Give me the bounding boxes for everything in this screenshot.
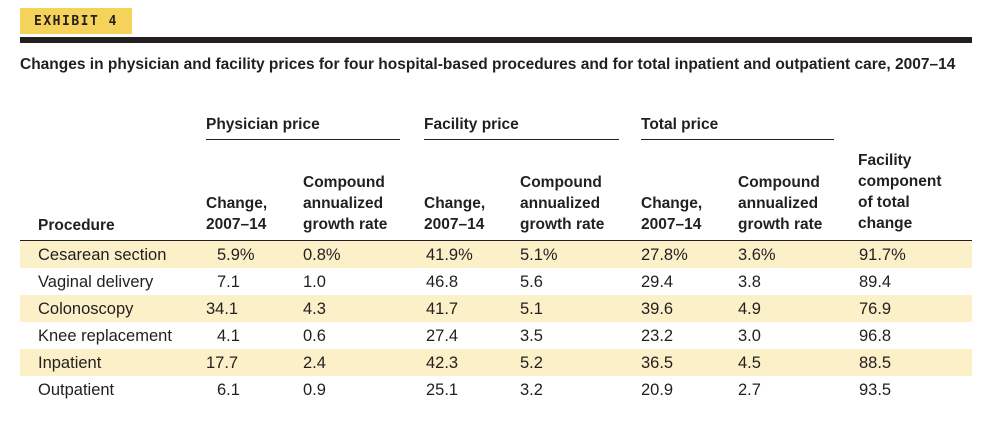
cell-total-cagr: 3.0 [738, 327, 761, 345]
group-header-total: Total price [641, 116, 719, 133]
col-header-facility-cagr: Compound annualized growth rate [520, 172, 604, 235]
cell-physician-cagr: 2.4 [303, 354, 326, 372]
col-header-procedure: Procedure [38, 217, 115, 234]
cell-procedure: Outpatient [38, 381, 115, 399]
cell-total-cagr: 3.6% [738, 246, 776, 264]
cell-total-change: 27.8% [641, 246, 688, 264]
table-row: Outpatient 6.1 0.9 25.1 3.2 20.9 2.7 93.… [20, 376, 972, 403]
col-header-line: component [858, 173, 942, 190]
cell-facility-cagr: 5.2 [520, 354, 543, 372]
col-header-line: 2007–14 [641, 216, 702, 233]
top-rule [20, 37, 972, 43]
col-header-facility-change: Change, 2007–14 [424, 193, 485, 235]
group-rule-total [641, 139, 834, 140]
col-header-line: change [858, 215, 913, 232]
col-header-line: growth rate [303, 216, 388, 233]
cell-facility-cagr: 5.1 [520, 300, 543, 318]
col-header-line: Change, [206, 195, 268, 212]
cell-total-change: 23.2 [641, 327, 674, 345]
col-header-total-change: Change, 2007–14 [641, 193, 702, 235]
cell-facility-component: 89.4 [859, 273, 892, 291]
cell-facility-cagr: 3.5 [520, 327, 543, 345]
cell-total-change: 36.5 [641, 354, 674, 372]
cell-facility-cagr: 5.1% [520, 246, 558, 264]
cell-total-change: 20.9 [641, 381, 674, 399]
cell-facility-component: 93.5 [859, 381, 892, 399]
cell-total-cagr: 4.9 [738, 300, 761, 318]
cell-procedure: Knee replacement [38, 327, 172, 345]
cell-physician-change: 17.7 [206, 354, 239, 372]
col-header-line: of total [858, 194, 910, 211]
cell-total-cagr: 2.7 [738, 381, 761, 399]
col-header-line: Change, [641, 195, 703, 212]
exhibit-badge: EXHIBIT 4 [20, 8, 132, 34]
cell-procedure: Cesarean section [38, 246, 167, 264]
table-row: Knee replacement 4.1 0.6 27.4 3.5 23.2 3… [20, 322, 972, 349]
cell-total-cagr: 4.5 [738, 354, 761, 372]
col-header-line: Compound [303, 174, 385, 191]
col-header-line: Facility [858, 152, 912, 169]
cell-facility-change: 27.4 [426, 327, 459, 345]
cell-physician-cagr: 4.3 [303, 300, 326, 318]
table-row: Colonoscopy 34.1 4.3 41.7 5.1 39.6 4.9 7… [20, 295, 972, 322]
col-header-line: growth rate [738, 216, 823, 233]
cell-total-change: 29.4 [641, 273, 674, 291]
col-header-line: growth rate [520, 216, 605, 233]
cell-physician-cagr: 0.6 [303, 327, 326, 345]
cell-facility-change: 46.8 [426, 273, 459, 291]
cell-facility-cagr: 5.6 [520, 273, 543, 291]
cell-physician-change: 6.1 [217, 381, 240, 399]
cell-facility-change: 41.7 [426, 300, 459, 318]
cell-facility-component: 76.9 [859, 300, 892, 318]
cell-facility-change: 25.1 [426, 381, 459, 399]
col-header-physician-cagr: Compound annualized growth rate [303, 172, 387, 235]
cell-facility-change: 42.3 [426, 354, 459, 372]
cell-physician-change: 4.1 [217, 327, 240, 345]
cell-physician-change: 7.1 [217, 273, 240, 291]
cell-physician-cagr: 0.9 [303, 381, 326, 399]
cell-procedure: Inpatient [38, 354, 102, 372]
group-header-physician: Physician price [206, 116, 320, 133]
col-header-line: 2007–14 [424, 216, 485, 233]
cell-physician-cagr: 1.0 [303, 273, 326, 291]
cell-facility-component: 91.7% [859, 246, 906, 264]
table-row: Inpatient 17.7 2.4 42.3 5.2 36.5 4.5 88.… [20, 349, 972, 376]
col-header-line: Compound [520, 174, 602, 191]
col-header-line: annualized [738, 195, 819, 212]
cell-facility-component: 88.5 [859, 354, 892, 372]
exhibit-caption: Changes in physician and facility prices… [20, 56, 956, 73]
col-header-physician-change: Change, 2007–14 [206, 193, 267, 235]
table-row: Vaginal delivery 7.1 1.0 46.8 5.6 29.4 3… [20, 268, 972, 295]
col-header-line: 2007–14 [206, 216, 267, 233]
cell-procedure: Vaginal delivery [38, 273, 154, 291]
cell-facility-component: 96.8 [859, 327, 892, 345]
header-rule [20, 240, 972, 241]
cell-physician-change: 34.1 [206, 300, 239, 318]
cell-facility-change: 41.9% [426, 246, 473, 264]
cell-procedure: Colonoscopy [38, 300, 134, 318]
cell-facility-cagr: 3.2 [520, 381, 543, 399]
table-row: Cesarean section 5.9% 0.8% 41.9% 5.1% 27… [20, 241, 972, 268]
col-header-facility-component: Facility component of total change [858, 150, 942, 234]
col-header-line: annualized [520, 195, 601, 212]
cell-total-change: 39.6 [641, 300, 674, 318]
group-rule-physician [206, 139, 400, 140]
cell-total-cagr: 3.8 [738, 273, 761, 291]
cell-physician-change: 5.9% [217, 246, 255, 264]
exhibit-label: EXHIBIT 4 [34, 13, 118, 29]
group-rule-facility [424, 139, 619, 140]
col-header-total-cagr: Compound annualized growth rate [738, 172, 822, 235]
col-header-line: annualized [303, 195, 384, 212]
col-header-line: Change, [424, 195, 486, 212]
group-header-facility: Facility price [424, 116, 519, 133]
cell-physician-cagr: 0.8% [303, 246, 341, 264]
col-header-line: Compound [738, 174, 820, 191]
